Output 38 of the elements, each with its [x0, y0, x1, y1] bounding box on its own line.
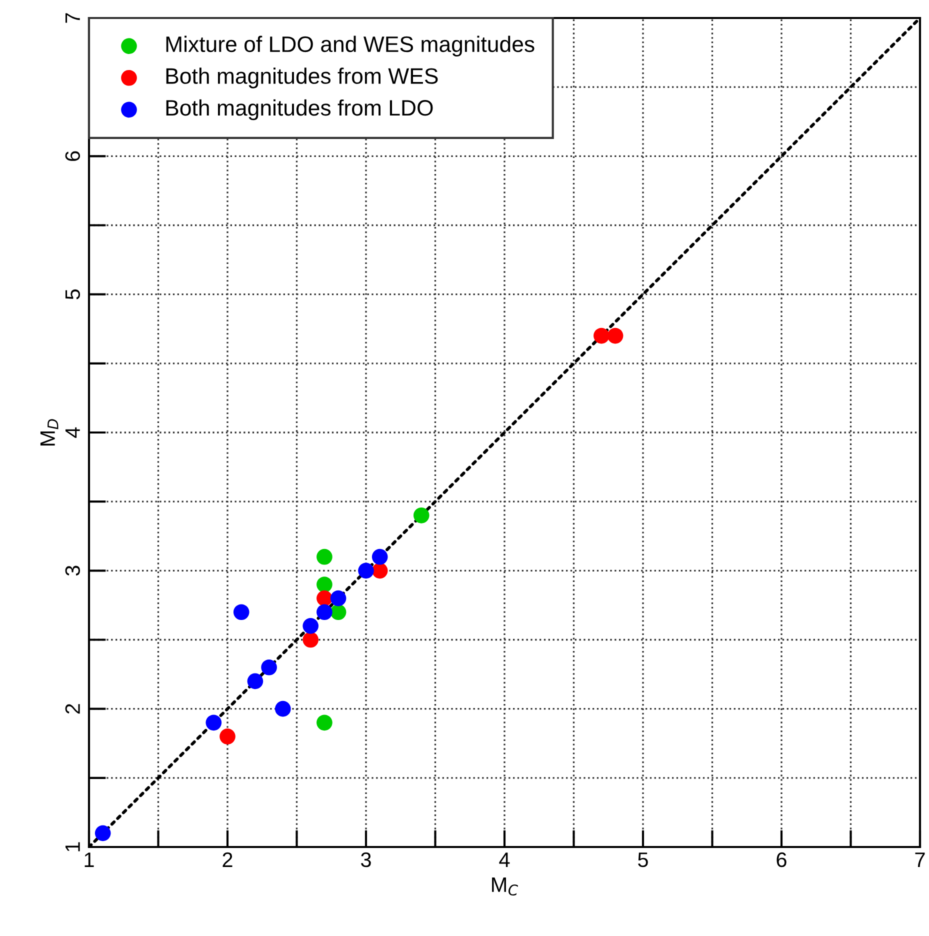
- point: [316, 576, 332, 592]
- point: [330, 590, 346, 606]
- point: [607, 328, 624, 344]
- point: [94, 825, 111, 842]
- point: [316, 714, 332, 731]
- point: [274, 700, 291, 717]
- x-tick-label: 4: [499, 852, 510, 867]
- x-tick-label: 3: [361, 852, 371, 868]
- x-tick-label: 7: [915, 852, 925, 867]
- point: [372, 548, 388, 565]
- y-tick-label: 5: [65, 289, 80, 300]
- point: [316, 548, 332, 565]
- point: [413, 507, 430, 524]
- point: [233, 604, 250, 620]
- y-tick-label: 1: [65, 842, 80, 852]
- x-axis-title: M$_{C}$: [492, 878, 518, 896]
- point: [261, 659, 277, 676]
- legend-label: Mixture of LDO and WES magnitudes: [166, 36, 534, 56]
- y-tick-label: 6: [65, 151, 80, 161]
- point: [358, 562, 374, 579]
- point: [220, 728, 236, 744]
- y-axis-title: M$_{D}$: [40, 419, 58, 446]
- y-tick-label: 7: [65, 13, 80, 23]
- x-tick-label: 6: [776, 852, 786, 868]
- y-tick-label: 3: [65, 566, 80, 576]
- point: [302, 632, 319, 648]
- point: [302, 618, 319, 634]
- y-tick-label: 2: [65, 704, 80, 714]
- x-tick-label: 5: [638, 852, 648, 868]
- legend-label: Both magnitudes from LDO: [166, 99, 433, 120]
- legend-label: Both magnitudes from WES: [166, 68, 438, 88]
- y-tick-label: 4: [65, 427, 80, 438]
- point: [206, 714, 222, 731]
- point: [247, 673, 264, 690]
- x-tick-label: 1: [84, 852, 94, 867]
- x-tick-label: 2: [222, 852, 232, 867]
- point: [316, 604, 332, 620]
- point: [594, 328, 610, 344]
